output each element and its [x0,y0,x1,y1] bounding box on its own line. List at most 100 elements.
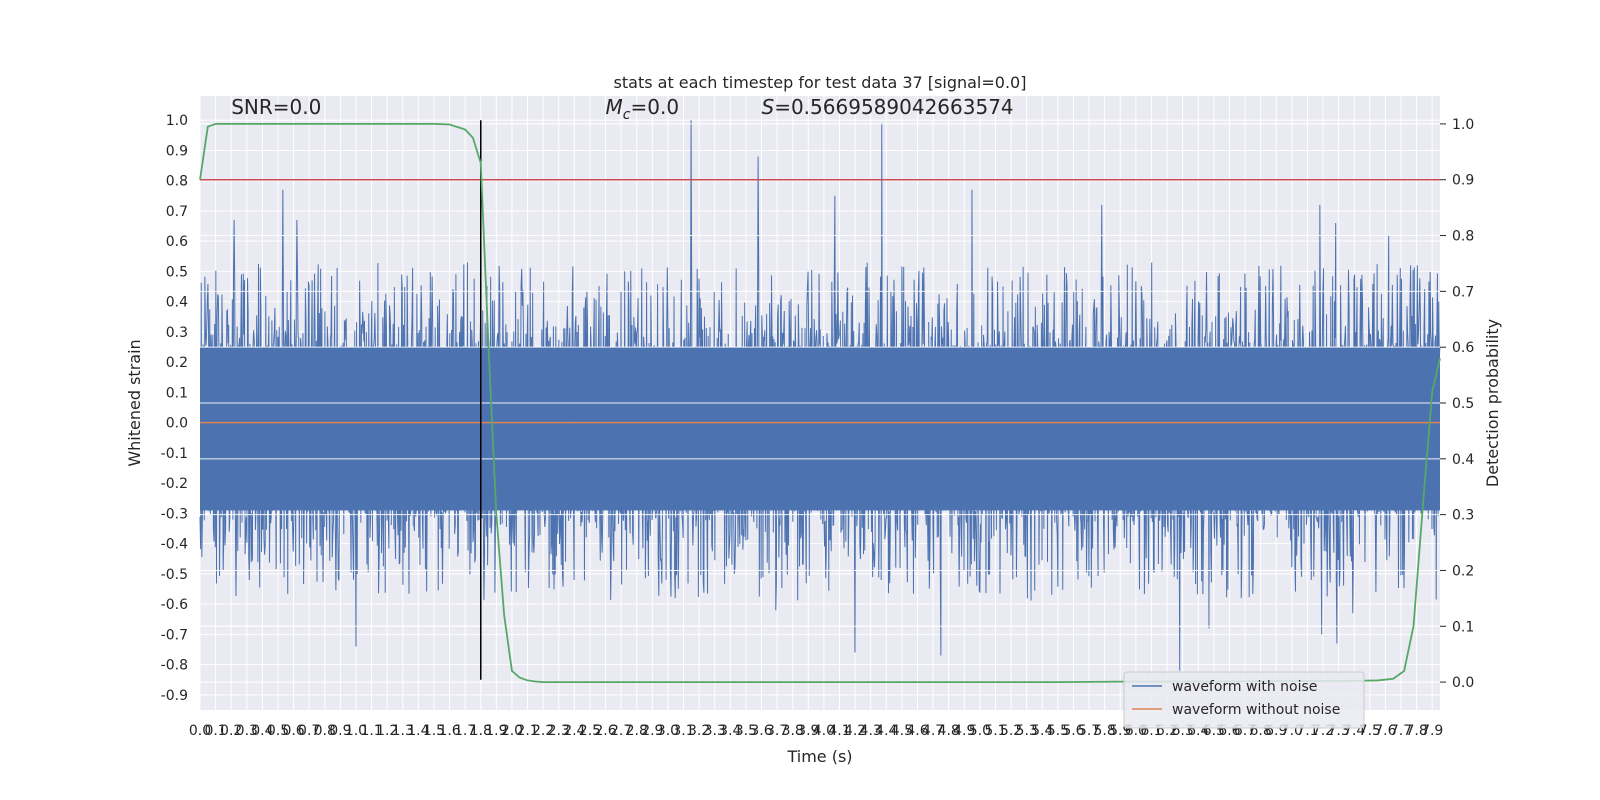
y-tick-label-left: 0.3 [166,325,188,341]
annotation-1: Mc=0.0 [606,95,680,123]
x-tick-label: 1.9 [485,723,507,739]
x-tick-label: 1.3 [392,723,414,739]
x-tick-label: 2.3 [548,723,570,739]
y-tick-label-right: 0.3 [1452,508,1474,524]
x-tick-label: 5.7 [1078,723,1100,739]
legend-box [1123,671,1365,729]
x-tick-label: 5.2 [1000,723,1022,739]
x-tick-label: 3.2 [688,723,710,739]
y-tick-label-left: -0.8 [161,658,188,674]
x-tick-label: 7.7 [1390,723,1412,739]
x-tick-label: 3.5 [735,723,757,739]
x-tick-label: 4.2 [844,723,866,739]
x-tick-label: 5.4 [1031,723,1053,739]
y-tick-label-right: 0.5 [1452,396,1474,412]
x-tick-label: 2.6 [594,723,616,739]
x-tick-label: 5.5 [1047,723,1069,739]
y-tick-label-right: 0.4 [1452,452,1474,468]
y-axis-label-left: Whitened strain [125,339,144,466]
ticks: 0.00.10.20.30.40.50.60.70.80.91.01.11.21… [161,113,1475,739]
x-tick-label: 4.8 [938,723,960,739]
y-tick-label-right: 0.9 [1452,173,1474,189]
annotation-0: SNR=0.0 [231,95,321,119]
x-tick-label: 0.3 [236,723,258,739]
x-tick-label: 7.9 [1421,723,1443,739]
x-tick-label: 4.3 [860,723,882,739]
x-tick-label: 3.7 [766,723,788,739]
y-tick-label-left: 0.0 [166,416,188,432]
x-tick-label: 0.6 [282,723,304,739]
x-tick-label: 0.7 [298,723,320,739]
x-tick-label: 3.6 [750,723,772,739]
y-axis-label-right: Detection probability [1483,319,1502,487]
x-tick-label: 2.2 [532,723,554,739]
y-tick-label-right: 0.6 [1452,340,1474,356]
x-tick-label: 1.1 [360,723,382,739]
x-tick-label: 3.8 [782,723,804,739]
x-tick-label: 5.0 [969,723,991,739]
x-tick-label: 1.6 [438,723,460,739]
y-tick-label-left: -0.2 [161,476,188,492]
y-tick-label-left: 1.0 [166,113,188,129]
y-tick-label-left: 0.2 [166,355,188,371]
x-tick-label: 4.9 [953,723,975,739]
x-tick-label: 2.4 [563,723,585,739]
x-tick-label: 5.8 [1094,723,1116,739]
x-tick-label: 4.1 [828,723,850,739]
y-tick-label-left: -0.5 [161,567,188,583]
x-tick-label: 2.5 [579,723,601,739]
x-tick-label: 5.1 [984,723,1006,739]
x-tick-label: 0.2 [220,723,242,739]
x-tick-label: 4.6 [906,723,928,739]
x-tick-label: 2.9 [641,723,663,739]
x-tick-label: 1.8 [470,723,492,739]
annotation-2: S=0.5669589042663574 [762,95,1014,119]
y-tick-label-right: 0.1 [1452,619,1474,635]
y-tick-label-left: -0.7 [161,627,188,643]
x-tick-label: 5.3 [1016,723,1038,739]
x-tick-label: 1.5 [423,723,445,739]
x-tick-label: 0.4 [251,723,273,739]
y-tick-label-left: 0.9 [166,143,188,159]
x-tick-label: 0.5 [267,723,289,739]
x-tick-label: 4.0 [813,723,835,739]
y-tick-label-left: -0.1 [161,446,188,462]
y-tick-label-left: 0.5 [166,264,188,280]
detection-probability-line [199,123,1441,683]
series-waveform-with-noise [199,120,1441,683]
x-tick-label: 2.1 [516,723,538,739]
x-tick-label: 7.5 [1359,723,1381,739]
y-tick-label-right: 0.8 [1452,229,1474,245]
x-tick-label: 1.0 [345,723,367,739]
noise-trace [199,120,1441,671]
legend-label-waveform-without-noise: waveform without noise [1172,702,1340,718]
y-tick-label-right: 1.0 [1452,117,1474,133]
legend-label-waveform-with-noise: waveform with noise [1172,679,1317,695]
x-tick-label: 2.8 [626,723,648,739]
legend: waveform with noise waveform without noi… [1123,671,1365,729]
y-tick-label-left: 0.6 [166,234,188,250]
x-tick-label: 1.2 [376,723,398,739]
x-tick-label: 4.4 [875,723,897,739]
y-tick-label-left: 0.7 [166,204,188,220]
x-tick-label: 0.8 [314,723,336,739]
chart-title: stats at each timestep for test data 37 … [614,73,1027,92]
series-lines [199,120,1441,683]
x-tick-label: 0.0 [189,723,211,739]
x-tick-label: 3.0 [657,723,679,739]
y-tick-label-left: 0.4 [166,295,188,311]
y-tick-label-left: 0.8 [166,174,188,190]
y-tick-label-left: -0.9 [161,688,188,704]
x-tick-label: 3.3 [704,723,726,739]
x-tick-label: 7.6 [1374,723,1396,739]
y-tick-label-left: -0.6 [161,597,188,613]
y-tick-label-left: -0.3 [161,506,188,522]
y-tick-label-left: 0.1 [166,385,188,401]
x-tick-label: 4.7 [922,723,944,739]
x-tick-label: 3.1 [672,723,694,739]
x-tick-label: 3.9 [797,723,819,739]
x-tick-label: 7.8 [1405,723,1427,739]
x-tick-label: 1.4 [407,723,429,739]
x-axis-label: Time (s) [786,747,852,766]
